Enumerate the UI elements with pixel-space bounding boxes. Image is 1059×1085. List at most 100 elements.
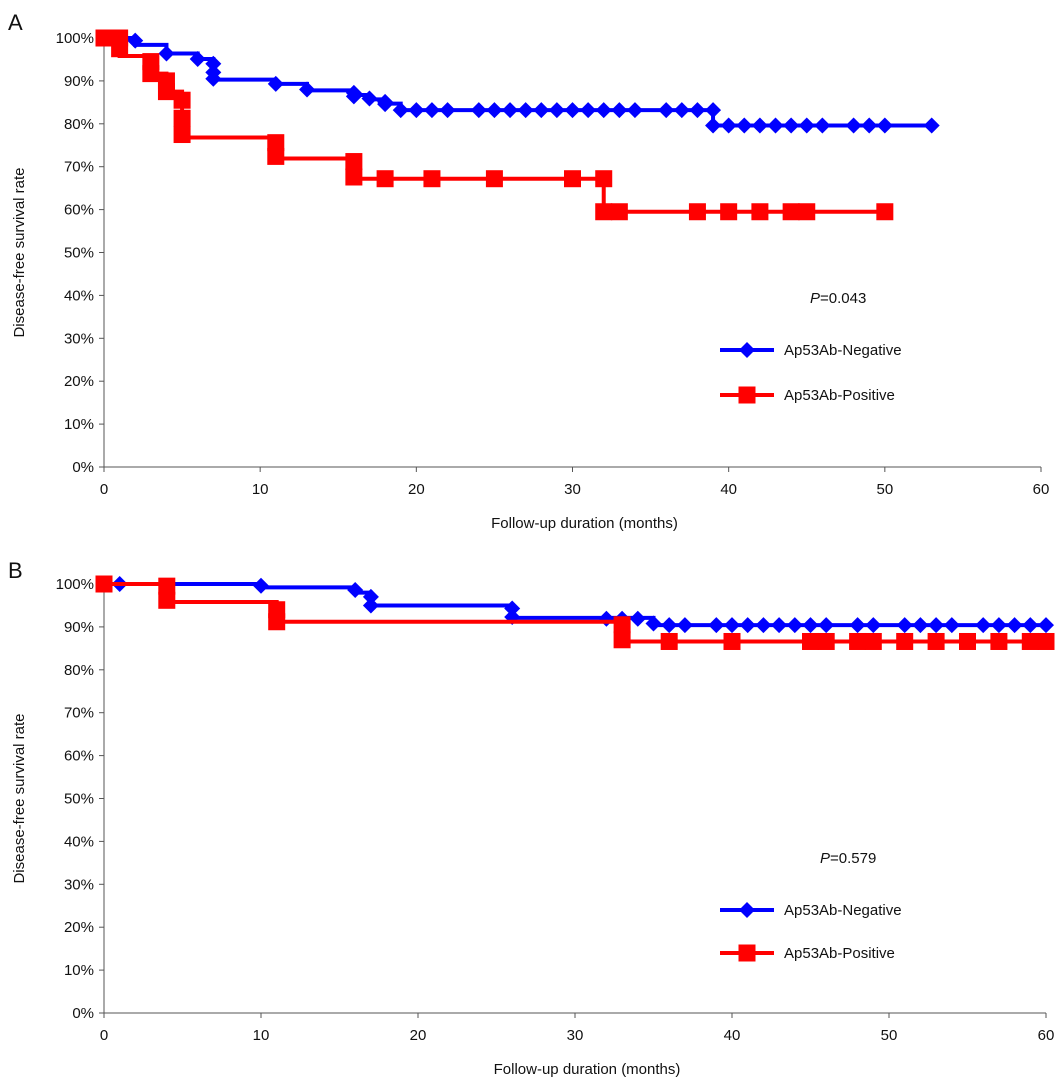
y-tick-label: 100% (56, 30, 94, 47)
x-tick-label: 30 (567, 1027, 584, 1044)
censor-marker (645, 615, 662, 632)
censor-marker (975, 617, 992, 634)
y-tick-label: 80% (64, 662, 94, 679)
y-tick-label: 10% (64, 962, 94, 979)
censor-marker (629, 610, 646, 627)
censor-marker (802, 617, 819, 634)
censor-marker (1037, 632, 1055, 650)
chart-panel-a: A 0% 10% 20% 30% 40% 50% 60% 70% 80% 90% 100% 0 10 20 3… (8, 10, 1049, 532)
censor-marker (943, 617, 960, 634)
y-tick-label: 60% (64, 748, 94, 765)
censor-marker (127, 32, 144, 49)
legend-label: Ap53Ab-Negative (784, 342, 902, 359)
series-ap53ab-negative (96, 30, 940, 134)
x-axis-title: Follow-up duration (months) (491, 515, 678, 532)
censor-marker (95, 575, 113, 593)
censor-marker (708, 617, 725, 634)
censor-marker (661, 617, 678, 634)
censor-marker (517, 102, 534, 119)
series-ap53ab-positive (95, 575, 1055, 650)
x-tick-label: 30 (564, 481, 581, 498)
censor-marker (660, 632, 678, 650)
y-tick-label: 0% (72, 459, 94, 476)
censor-marker (533, 102, 550, 119)
censor-marker (1022, 617, 1039, 634)
censor-marker (376, 170, 394, 188)
x-tick-label: 20 (408, 481, 425, 498)
legend-label: Ap53Ab-Positive (784, 945, 895, 962)
censor-marker (1038, 617, 1054, 634)
censor-marker (613, 616, 631, 634)
censor-marker (267, 134, 285, 152)
censor-marker (564, 170, 581, 188)
y-tick-label: 90% (64, 73, 94, 90)
y-tick-label: 50% (64, 791, 94, 808)
censor-marker (580, 102, 597, 119)
censor-marker (864, 632, 882, 650)
censor-marker (173, 91, 191, 109)
censor-marker (845, 117, 862, 134)
panel-label: B (8, 558, 23, 583)
x-tick-label: 0 (100, 481, 108, 498)
censor-marker (876, 117, 893, 134)
y-tick-label: 70% (64, 705, 94, 722)
series-ap53ab-positive (95, 29, 894, 221)
censor-marker (267, 147, 285, 165)
censor-marker (927, 632, 945, 650)
x-tick-label: 10 (253, 1027, 270, 1044)
censor-marker (928, 617, 945, 634)
y-tick-label: 10% (64, 416, 94, 433)
censor-marker (111, 40, 129, 58)
censor-marker (896, 617, 913, 634)
censor-marker (564, 102, 581, 119)
censor-marker (1006, 617, 1023, 634)
p-value-number: =0.043 (820, 290, 866, 307)
censor-marker (782, 203, 800, 221)
chart-panel-b: B 0% 10% 20% 30% 40% 50% 60% 70% 80% 90% 100% 0 10 20 3… (8, 558, 1055, 1078)
censor-marker (705, 102, 722, 119)
x-tick-label: 0 (100, 1027, 108, 1044)
censor-marker (786, 617, 803, 634)
x-tick-label: 50 (881, 1027, 898, 1044)
censor-marker (720, 117, 737, 134)
censor-marker (798, 117, 815, 134)
censor-marker (598, 610, 615, 627)
censor-marker (676, 617, 693, 634)
censor-marker (739, 617, 756, 634)
x-axis-title: Follow-up duration (months) (494, 1061, 681, 1078)
censor-marker (817, 632, 835, 650)
censor-marker (755, 617, 772, 634)
censor-marker (658, 102, 675, 119)
censor-marker (673, 102, 690, 119)
censor-marker (377, 96, 394, 113)
legend: Ap53Ab-Negative Ap53Ab-Positive (720, 902, 902, 962)
legend: Ap53Ab-Negative Ap53Ab-Positive (720, 342, 902, 404)
censor-marker (724, 617, 740, 634)
censor-marker (613, 631, 631, 649)
censor-marker (818, 617, 835, 634)
censor-marker (205, 55, 222, 72)
x-tick-label: 10 (252, 481, 269, 498)
censor-marker (723, 632, 741, 650)
censor-marker (173, 126, 191, 144)
censor-marker (595, 170, 613, 188)
y-tick-label: 30% (64, 330, 94, 347)
series-ap53ab-negative (96, 576, 1054, 634)
censor-marker (751, 203, 769, 221)
y-tick-label: 60% (64, 202, 94, 219)
censor-marker (361, 90, 378, 107)
censor-marker (865, 617, 882, 634)
censor-marker (345, 153, 363, 171)
y-tick-label: 80% (64, 116, 94, 133)
censor-marker (485, 170, 503, 188)
censor-marker (347, 582, 364, 599)
x-tick-label: 50 (876, 481, 893, 498)
censor-marker (688, 203, 706, 221)
censor-marker (502, 102, 519, 119)
legend-marker (739, 342, 755, 358)
censor-marker (767, 117, 784, 134)
y-tick-label: 0% (72, 1005, 94, 1022)
censor-marker (802, 632, 819, 650)
y-tick-label: 50% (64, 245, 94, 262)
